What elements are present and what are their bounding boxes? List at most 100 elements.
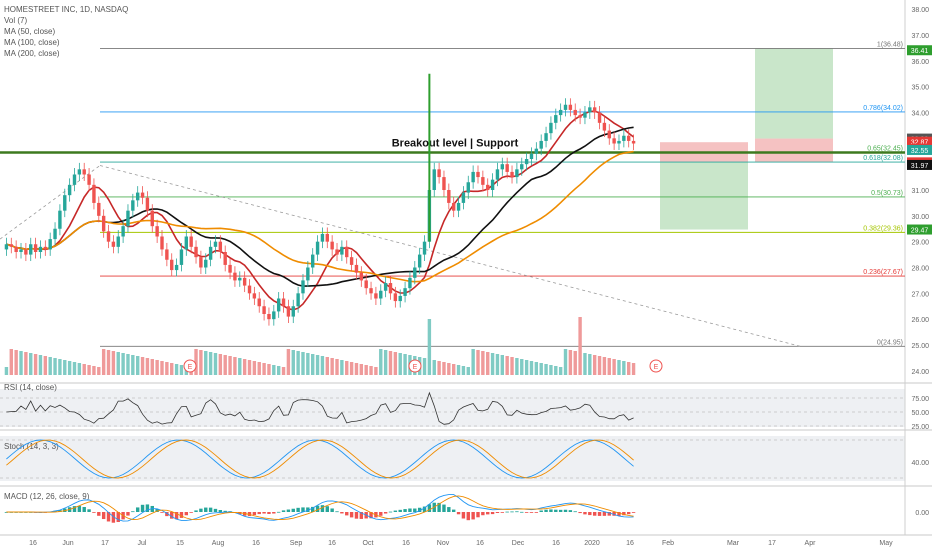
volume-bar-61 <box>301 352 305 375</box>
candle-body-86 <box>422 241 427 255</box>
macd-hist-54 <box>267 512 271 514</box>
candle-body-81 <box>398 295 402 302</box>
candle-body-105 <box>515 169 519 178</box>
candle-body-32 <box>160 236 164 250</box>
volume-bar-1 <box>9 349 13 375</box>
candle-body-104 <box>510 171 514 178</box>
volume-bar-118 <box>578 317 582 375</box>
x-tick-19: 17 <box>768 540 776 547</box>
macd-hist-18 <box>92 512 96 513</box>
candle-body-24 <box>121 226 125 237</box>
candle-body-116 <box>568 104 573 110</box>
macd-hist-19 <box>97 512 101 516</box>
macd-hist-112 <box>549 509 553 512</box>
price-tick-12: 26.00 <box>911 317 929 324</box>
price-label-7: 29.47 <box>911 228 929 235</box>
candle-body-103 <box>505 164 509 172</box>
legend-ma100: MA (100, close) <box>4 38 60 47</box>
candle-body-44 <box>218 241 223 252</box>
candle-body-3 <box>19 249 23 252</box>
candle-body-54 <box>267 314 271 320</box>
volume-bar-7 <box>38 355 43 375</box>
volume-bar-111 <box>544 364 548 375</box>
rsi-label: RSI (14, close) <box>4 383 57 392</box>
volume-bar-32 <box>160 361 164 375</box>
candle-body-53 <box>262 306 266 314</box>
price-label-bg-7 <box>907 224 932 235</box>
macd-hist-87 <box>427 504 432 512</box>
candle-body-70 <box>345 246 349 258</box>
volume-bar-11 <box>58 359 62 375</box>
macd-hist-114 <box>558 509 563 512</box>
x-tick-12: 16 <box>476 540 484 547</box>
candle-body-1 <box>9 244 13 247</box>
x-tick-21: May <box>879 540 893 547</box>
x-tick-7: Sep <box>290 540 303 547</box>
macd-hist-100 <box>490 512 495 515</box>
macd-hist-96 <box>471 512 475 520</box>
macd-hist-80 <box>393 510 398 512</box>
volume-bar-123 <box>602 357 607 375</box>
candle-body-45 <box>223 252 227 265</box>
candle-body-9 <box>48 239 52 250</box>
volume-bar-39 <box>194 349 198 375</box>
macd-hist-78 <box>383 512 388 514</box>
macd-hist-41 <box>204 507 208 512</box>
candle-body-109 <box>534 148 539 154</box>
candle-body-127 <box>622 135 626 141</box>
candle-body-85 <box>417 254 422 268</box>
volume-bar-30 <box>150 359 154 375</box>
candle-body-59 <box>291 306 295 317</box>
macd-hist-22 <box>111 512 116 523</box>
volume-bar-116 <box>568 350 573 375</box>
candle-body-0 <box>4 244 9 250</box>
macd-hist-91 <box>447 507 451 512</box>
ma-50-line <box>6 110 635 311</box>
macd-hist-28 <box>140 504 145 512</box>
macd-hist-35 <box>174 512 179 520</box>
trendline-up <box>0 165 101 240</box>
volume-bar-35 <box>174 364 179 375</box>
volume-bar-79 <box>388 351 393 375</box>
volume-bar-126 <box>617 360 621 375</box>
volume-bar-23 <box>116 352 120 375</box>
x-tick-5: Aug <box>212 540 225 547</box>
macd-hist-98 <box>481 512 485 516</box>
volume-bar-81 <box>398 353 402 375</box>
volume-bar-117 <box>573 351 577 375</box>
volume-bar-50 <box>247 360 252 375</box>
macd-hist-53 <box>262 512 266 514</box>
volume-bar-122 <box>597 356 602 375</box>
volume-bar-98 <box>481 351 485 375</box>
macd-hist-117 <box>573 511 577 513</box>
price-tick-7: 31.00 <box>911 188 929 195</box>
macd-hist-82 <box>403 509 407 512</box>
volume-bar-46 <box>228 356 232 375</box>
candle-body-35 <box>174 264 179 271</box>
volume-bar-31 <box>155 360 159 375</box>
volume-bar-115 <box>563 349 568 375</box>
volume-bar-70 <box>345 361 349 375</box>
fib-label-3: 0.618(32.08) <box>863 155 903 162</box>
macd-hist-25 <box>126 512 130 516</box>
volume-bar-19 <box>97 367 101 375</box>
volume-bar-27 <box>135 356 140 375</box>
macd-hist-60 <box>296 507 300 512</box>
candle-body-36 <box>179 249 184 265</box>
volume-bar-3 <box>19 351 23 375</box>
macd-hist-51 <box>252 512 257 515</box>
macd-hist-37 <box>184 512 189 516</box>
fib-label-6: 0.236(27.67) <box>863 269 903 276</box>
volume-bar-112 <box>549 365 553 375</box>
candle-body-58 <box>286 306 291 317</box>
macd-hist-95 <box>466 512 470 521</box>
candle-body-38 <box>189 236 193 247</box>
trade-box-long-stop <box>755 138 833 163</box>
candle-body-92 <box>451 202 456 211</box>
price-tick-2: 36.00 <box>911 59 929 66</box>
macd-hist-32 <box>160 512 164 513</box>
candle-body-25 <box>126 210 130 227</box>
candle-body-61 <box>301 280 305 294</box>
candle-body-80 <box>393 293 398 302</box>
